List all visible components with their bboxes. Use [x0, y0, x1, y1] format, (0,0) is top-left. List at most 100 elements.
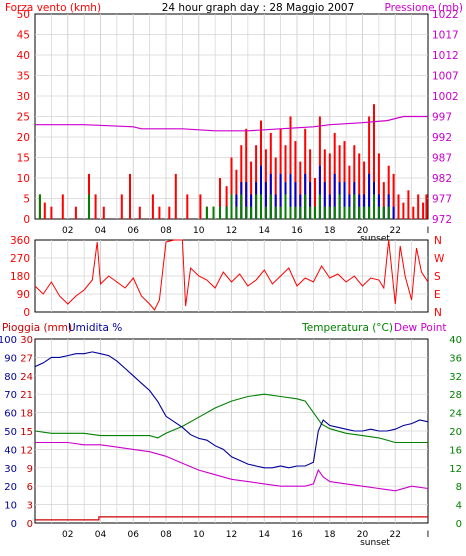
- wind-bar: [151, 194, 154, 219]
- pressure-tick-labels: 972 977 982 987 992 997 1002 1007 1012 1017 1022: [432, 9, 459, 226]
- wind-bar: [61, 194, 64, 219]
- humidity-tick-labels: 0 10 20 30 40 50 60 70 80 90 100: [0, 335, 17, 530]
- x-tick-label: I: [427, 530, 430, 540]
- rain-tick-label: 30: [20, 335, 33, 346]
- humidity-tick-label: 0: [11, 519, 17, 530]
- x-tick-label: 18: [324, 226, 336, 236]
- direction-tick-label: 360: [10, 235, 30, 247]
- wind-bar: [358, 153, 361, 219]
- temperature-tick-label: 0: [456, 519, 462, 530]
- wind-bar: [382, 182, 385, 219]
- wind-bar: [299, 161, 302, 219]
- x-tick-label: 02: [62, 226, 73, 236]
- wind-panel: 0 5 10 15 20 25 30 35 40 45 50 972 977 982 987 992 997 1…: [17, 9, 459, 244]
- wind_secondary-bar: [38, 194, 41, 219]
- wind_secondary-bar: [212, 206, 215, 219]
- wind-axis-title: Forza vento (kmh): [5, 2, 101, 14]
- direction-tick-label: 180: [10, 271, 30, 283]
- temperature-tick-label: 16: [449, 445, 462, 456]
- gust-bar: [368, 173, 371, 219]
- wind-bar: [174, 173, 177, 219]
- wind_secondary-bar: [230, 194, 233, 219]
- pressure-tick-label: 977: [432, 194, 452, 206]
- x-tick-label: 14: [259, 530, 271, 540]
- dewpoint-axis-title: Dew Point: [394, 322, 447, 334]
- wind-tick-label: 35: [17, 71, 30, 83]
- compass-tick-label: W: [434, 253, 445, 265]
- wind_secondary-bar: [309, 206, 312, 219]
- gust-bar: [392, 206, 395, 219]
- wind-bar: [343, 141, 346, 219]
- wind-tick-label: 50: [17, 9, 30, 21]
- rain-tick-label: 3: [27, 501, 33, 512]
- humidity-tick-label: 60: [4, 409, 17, 420]
- x-tick-label: 22: [390, 226, 401, 236]
- wind_secondary-bar: [245, 206, 248, 219]
- wind_secondary-bar: [363, 206, 366, 219]
- wind_secondary-bar: [269, 194, 272, 219]
- wind_secondary-bar: [333, 206, 336, 219]
- rain-tick-label: 12: [20, 445, 33, 456]
- wind_secondary-bar: [299, 206, 302, 219]
- wind_secondary-bar: [328, 206, 331, 219]
- wind_secondary-bar: [377, 206, 380, 219]
- gust-bar: [289, 173, 292, 219]
- humidity-tick-label: 90: [4, 353, 17, 364]
- wind_secondary-bar: [279, 206, 282, 219]
- wind_secondary-bar: [250, 206, 253, 219]
- wind_secondary-bar: [88, 194, 90, 219]
- wind-tick-label: 20: [17, 132, 30, 144]
- wind-bar: [425, 194, 428, 219]
- wind-tick-label: 40: [17, 50, 30, 62]
- x-tick-label: 20: [357, 226, 369, 236]
- wind-bar: [348, 165, 351, 219]
- humidity-axis-title: Umidita %: [68, 322, 122, 334]
- wind_secondary-bar: [318, 194, 321, 219]
- direction-tick-labels: 0 90 180 270 360: [10, 235, 30, 319]
- x-tick-label: 06: [128, 226, 140, 236]
- temperature-tick-label: 4: [456, 501, 462, 512]
- temperature-x-tick-labels: 02 04 06 08 10 12 14 16 18 20 22 I: [62, 530, 429, 540]
- x-tick-label: 18: [324, 530, 336, 540]
- direction-line-group: [34, 239, 429, 311]
- temperature-tick-labels: 0 4 8 12 16 20 24 28 32 36 40: [449, 335, 462, 530]
- rain-tick-labels: 0 3 6 9 12 15 18 21 24 27 30: [20, 335, 33, 530]
- wind-tick-label: 25: [17, 112, 30, 124]
- wind-bars: [38, 104, 428, 219]
- wind_secondary-bar: [304, 194, 307, 219]
- temperature-tick-label: 40: [449, 335, 462, 346]
- wind-tick-label: 10: [17, 173, 30, 185]
- x-tick-label: 12: [226, 530, 237, 540]
- gust-bar: [260, 165, 262, 219]
- temperature-tick-label: 24: [449, 409, 462, 420]
- humidity-tick-label: 70: [4, 390, 17, 401]
- wind-bar: [392, 173, 395, 219]
- wind_secondary-bar: [343, 206, 346, 219]
- rain-tick-label: 15: [20, 427, 33, 438]
- wind-bar: [397, 194, 400, 219]
- x-tick-label: 04: [95, 226, 107, 236]
- rain-tick-label: 9: [27, 464, 33, 475]
- wind-x-tick-labels: 02 04 06 08 10 12 14 16 18 20 22 I: [62, 226, 429, 236]
- x-tick-label: 12: [226, 226, 237, 236]
- wind-bar: [368, 116, 371, 219]
- rain-tick-label: 0: [27, 519, 33, 530]
- humidity-line: [34, 351, 429, 469]
- humidity-tick-label: 30: [4, 464, 17, 475]
- x-tick-label: 16: [291, 226, 303, 236]
- wind-tick-labels: 0 5 10 15 20 25 30 35 40 45 50: [17, 9, 30, 226]
- temperature-tick-label: 36: [449, 353, 462, 364]
- compass-tick-label: N: [434, 307, 442, 319]
- humidity-tick-label: 10: [4, 501, 17, 512]
- wind-bar: [120, 194, 123, 219]
- wind-bar: [387, 165, 390, 219]
- wind-bar: [363, 161, 366, 219]
- x-tick-label: 10: [193, 226, 205, 236]
- x-tick-label: 10: [193, 530, 205, 540]
- pressure-tick-label: 992: [432, 132, 452, 144]
- wind-bar: [74, 206, 77, 219]
- pressure-tick-label: 1022: [432, 9, 459, 21]
- rain-tick-label: 24: [20, 372, 33, 383]
